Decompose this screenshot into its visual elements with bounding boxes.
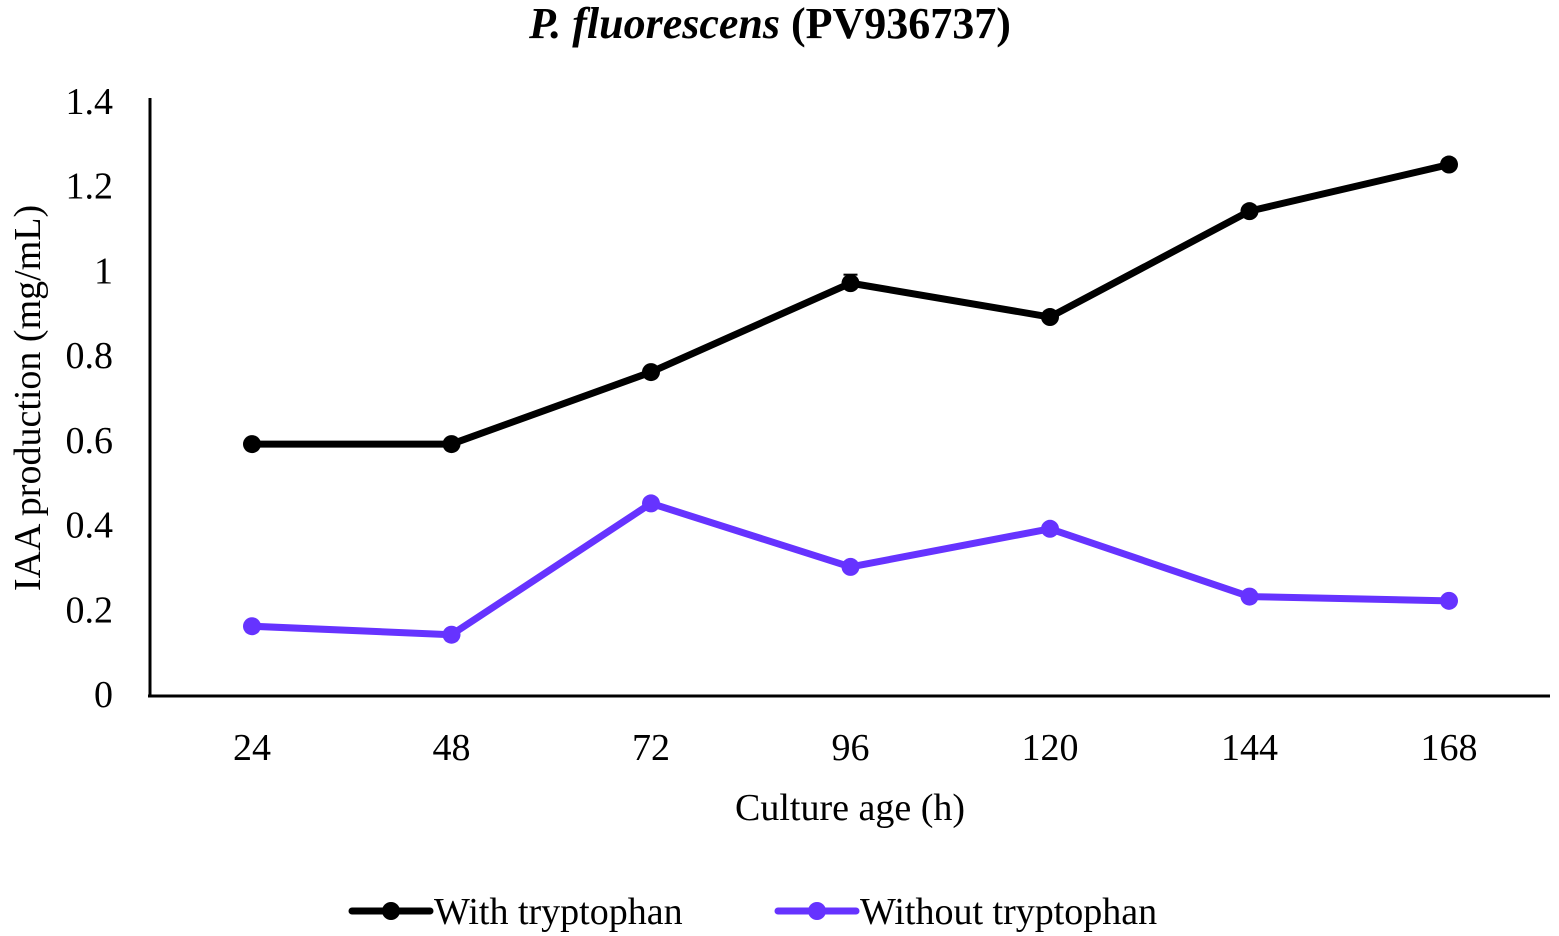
series-line-1 (248, 161, 1453, 448)
legend-label-1: With tryptophan (434, 891, 683, 933)
legend-label-2: Without tryptophan (860, 891, 1157, 933)
data-point (1041, 308, 1059, 327)
data-point (243, 435, 261, 454)
data-point (1041, 519, 1059, 538)
data-point (442, 435, 461, 454)
data-point (841, 274, 860, 293)
y-tick-label: 1 (94, 250, 113, 292)
y-tick-label: 1.4 (66, 81, 114, 123)
data-point (1440, 155, 1458, 174)
x-tick-label: 24 (233, 727, 271, 769)
x-tick-label: 144 (1221, 727, 1278, 769)
y-tick-label: 0.6 (66, 420, 114, 462)
x-tick-label: 96 (832, 727, 870, 769)
y-tick-labels: 0 0.2 0.4 0.6 0.8 1 1.2 1.4 (66, 81, 114, 716)
x-tick-labels: 24 48 72 96 120 144 168 (233, 727, 1478, 769)
y-tick-label: 0.4 (66, 505, 114, 547)
data-point (841, 557, 860, 576)
y-tick-label: 0 (94, 674, 113, 716)
data-point (442, 625, 461, 644)
data-point (1240, 587, 1259, 606)
chart-title-italic: P. fluorescens (528, 0, 780, 48)
legend-marker-2 (808, 902, 826, 920)
y-tick-label: 1.2 (66, 166, 114, 208)
x-tick-label: 120 (1022, 727, 1079, 769)
x-axis-label: Culture age (h) (735, 787, 965, 829)
y-tick-label: 0.8 (66, 335, 114, 377)
chart-title-rest: (PV936737) (780, 0, 1011, 48)
data-point (1440, 591, 1458, 610)
y-tick-label: 0.2 (66, 589, 114, 631)
legend-marker-1 (382, 902, 400, 920)
series-layer (243, 155, 1458, 644)
x-tick-label: 168 (1421, 727, 1478, 769)
y-axis-label: IAA production (mg/mL) (7, 205, 49, 591)
data-point (243, 617, 261, 636)
x-tick-label: 72 (632, 727, 670, 769)
data-point (642, 363, 660, 382)
x-tick-label: 48 (433, 727, 471, 769)
data-point (1240, 202, 1259, 221)
legend: With tryptophan Without tryptophan (348, 891, 1157, 933)
chart-title: P. fluorescens (PV936737) (528, 0, 1011, 48)
data-point (642, 494, 660, 513)
